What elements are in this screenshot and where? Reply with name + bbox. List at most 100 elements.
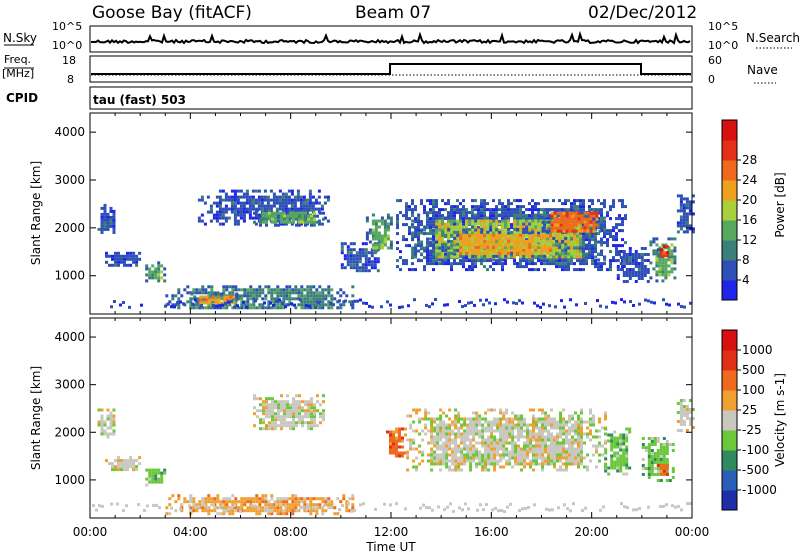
echo-cell	[465, 222, 469, 226]
echo-cell	[277, 223, 280, 227]
echo-cell	[135, 465, 139, 469]
echo-cell	[258, 503, 262, 507]
echo-cell	[529, 444, 532, 448]
echo-cell	[426, 220, 429, 224]
echo-cell	[442, 444, 446, 448]
echo-cell	[189, 509, 193, 513]
echo-cell	[351, 306, 355, 310]
echo-cell	[297, 503, 301, 507]
echo-cell	[475, 414, 479, 418]
echo-cell	[315, 303, 319, 307]
echo-cell	[442, 435, 446, 439]
echo-cell	[499, 438, 503, 442]
echo-cell	[361, 248, 365, 252]
echo-cell	[540, 258, 544, 262]
echo-cell	[313, 217, 316, 221]
echo-cell	[541, 208, 545, 212]
echo-cell	[529, 423, 532, 427]
echo-cell	[462, 199, 465, 203]
echo-cell	[462, 214, 465, 218]
echo-cell	[333, 512, 337, 516]
echo-cell	[439, 408, 443, 412]
echo-cell	[374, 231, 378, 235]
echo-cell	[600, 262, 603, 266]
echo-cell	[294, 497, 298, 501]
echo-cell	[510, 239, 514, 243]
echo-cell	[579, 249, 583, 253]
echo-cell	[306, 300, 310, 304]
echo-cell	[594, 247, 597, 251]
echo-cell	[573, 255, 577, 259]
echo-cell	[647, 299, 650, 303]
echo-cell	[498, 262, 501, 266]
echo-cell	[231, 509, 235, 513]
echo-cell	[504, 251, 508, 255]
echo-cell	[594, 240, 598, 244]
echo-cell	[569, 298, 572, 302]
echo-cell	[151, 276, 155, 280]
echo-cell	[289, 220, 292, 224]
echo-cell	[466, 450, 470, 454]
echo-cell	[323, 195, 327, 199]
echo-cell	[257, 201, 261, 205]
echo-cell	[526, 441, 529, 445]
echo-cell	[264, 503, 268, 507]
echo-cell	[514, 423, 517, 427]
echo-cell	[317, 201, 321, 205]
echo-cell	[402, 262, 405, 266]
echo-cell	[436, 423, 440, 427]
echo-cell	[200, 219, 204, 223]
echo-cell	[528, 228, 532, 232]
echo-cell	[511, 423, 515, 427]
echo-cell	[324, 303, 328, 307]
echo-cell	[383, 225, 387, 229]
echo-cell	[298, 415, 301, 419]
echo-cell	[225, 497, 229, 501]
echo-cell	[306, 503, 310, 507]
echo-cell	[447, 249, 451, 253]
echo-cell	[412, 465, 416, 469]
echo-cell	[532, 438, 535, 442]
echo-cell	[531, 262, 534, 266]
echo-cell	[315, 512, 319, 516]
echo-cell	[477, 236, 481, 240]
echo-cell	[505, 408, 509, 412]
echo-cell	[132, 465, 136, 469]
echo-cell	[435, 222, 439, 226]
echo-cell	[484, 426, 488, 430]
echo-cell	[532, 420, 535, 424]
echo-cell	[420, 243, 424, 247]
echo-cell	[612, 205, 615, 209]
echo-cell	[543, 199, 546, 203]
echo-cell	[478, 450, 482, 454]
echo-cell	[535, 450, 538, 454]
echo-cell	[447, 237, 451, 241]
date-title: 02/Dec/2012	[588, 3, 697, 23]
echo-cell	[227, 300, 230, 304]
echo-cell	[585, 238, 588, 242]
echo-cell	[568, 220, 572, 224]
echo-cell	[277, 409, 280, 413]
echo-cell	[438, 234, 442, 238]
echo-cell	[447, 262, 450, 266]
echo-cell	[688, 206, 692, 210]
echo-cell	[457, 444, 461, 448]
echo-cell	[418, 417, 422, 421]
echo-cell	[477, 251, 481, 255]
echo-cell	[504, 222, 508, 226]
echo-cell	[364, 263, 368, 267]
echo-cell	[262, 220, 265, 224]
echo-cell	[531, 205, 534, 209]
echo-cell	[386, 213, 390, 217]
echo-cell	[132, 251, 136, 255]
echo-cell	[447, 202, 450, 206]
echo-cell	[128, 305, 131, 309]
echo-cell	[525, 214, 528, 218]
echo-cell	[249, 303, 253, 307]
echo-cell	[528, 242, 532, 246]
echo-cell	[529, 432, 532, 436]
echo-cell	[267, 285, 271, 289]
echo-cell	[516, 225, 520, 229]
echo-cell	[351, 497, 355, 501]
